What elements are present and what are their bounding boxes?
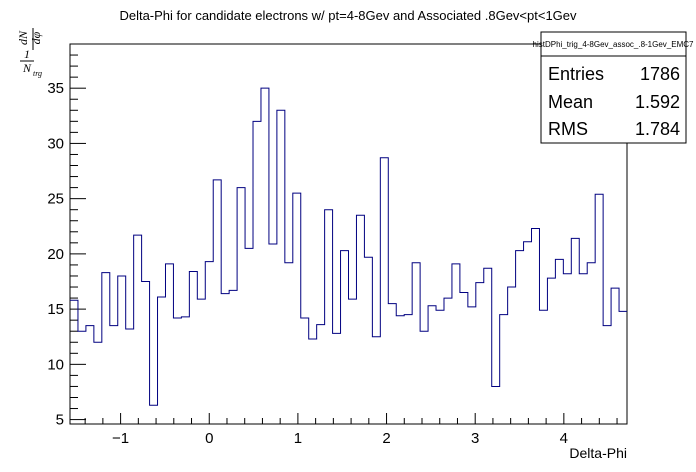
- plot-frame: [69, 43, 628, 425]
- y-label-num1: 1: [24, 47, 30, 61]
- stats-mean-label: Mean: [548, 92, 593, 112]
- x-tick-label: −1: [112, 430, 129, 447]
- stats-box-frame: [540, 31, 687, 144]
- y-label-den1: N: [22, 61, 32, 75]
- stats-rms-value: 1.784: [635, 119, 680, 139]
- y-tick-label: 15: [47, 301, 64, 318]
- x-tick-label: 3: [471, 430, 479, 447]
- y-tick-label: 35: [47, 80, 64, 97]
- y-tick-label: 30: [47, 135, 64, 152]
- y-label-den1-main: N: [22, 61, 32, 75]
- y-axis: 5 10 15 20 25 30 35: [47, 43, 86, 429]
- stats-box: histDPhi_trig_4-8Gev_assoc_.8-1Gev_EMC7 …: [533, 31, 695, 144]
- y-axis-label: 1 N trg dN dφ: [16, 28, 43, 78]
- y-tick-label: 5: [56, 412, 64, 429]
- y-label-den2: dφ: [29, 31, 43, 44]
- stats-box-name: histDPhi_trig_4-8Gev_assoc_.8-1Gev_EMC7: [533, 40, 695, 49]
- y-label-num2: dN: [16, 30, 30, 45]
- y-tick-label: 25: [47, 191, 64, 208]
- y-tick-label: 20: [47, 246, 64, 263]
- stats-entries-label: Entries: [548, 64, 604, 84]
- x-tick-label: 4: [560, 430, 568, 447]
- x-tick-label: 2: [382, 430, 390, 447]
- y-label-den1-sub: trg: [33, 69, 42, 78]
- x-tick-label: 0: [205, 430, 213, 447]
- x-tick-label: 1: [294, 430, 302, 447]
- stats-entries-value: 1786: [640, 64, 680, 84]
- x-axis-label: Delta-Phi: [569, 445, 627, 461]
- histogram-series-line: [70, 87, 627, 406]
- stats-mean-value: 1.592: [635, 92, 680, 112]
- chart-title: Delta-Phi for candidate electrons w/ pt=…: [119, 8, 577, 23]
- y-tick-label: 10: [47, 356, 64, 373]
- x-axis: −1 0 1 2 3 4: [84, 413, 618, 447]
- stats-rms-label: RMS: [548, 119, 588, 139]
